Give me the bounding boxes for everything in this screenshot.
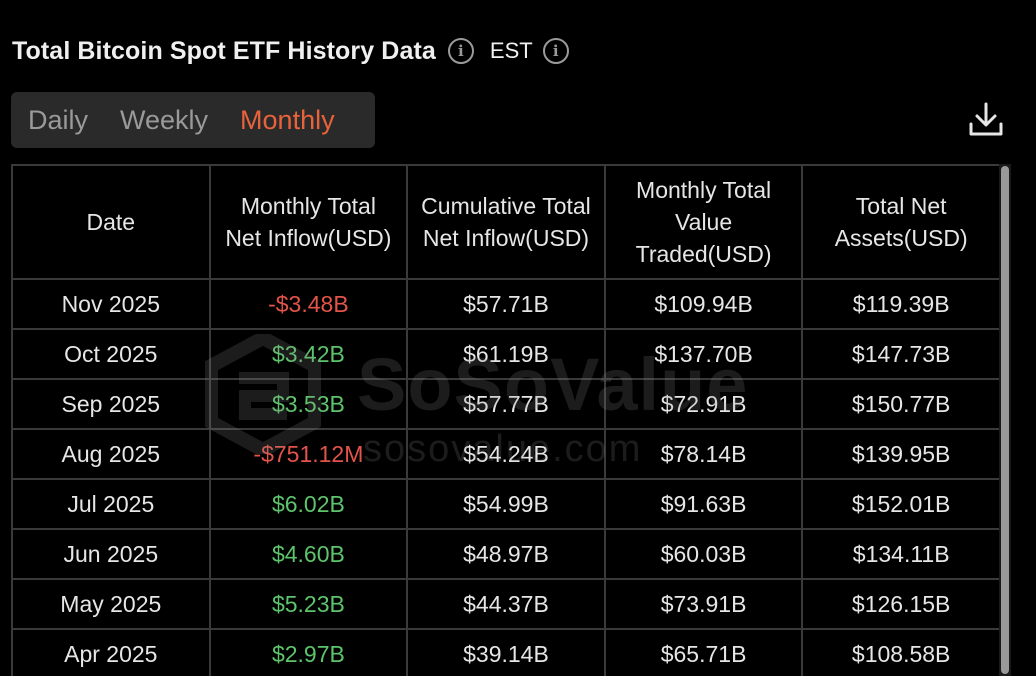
- table-row: Jul 2025 $6.02B $54.99B $91.63B $152.01B: [11, 478, 999, 530]
- column-header-monthly-net-inflow[interactable]: Monthly Total Net Inflow(USD): [208, 164, 409, 280]
- cell-date: Sep 2025: [11, 378, 211, 430]
- cell-date: May 2025: [11, 578, 211, 630]
- cell-net-assets: $150.77B: [801, 378, 999, 430]
- cell-net-assets: $119.39B: [801, 278, 999, 330]
- cell-net-assets: $139.95B: [801, 428, 999, 480]
- cell-net-assets: $147.73B: [801, 328, 999, 380]
- tab-daily[interactable]: Daily: [28, 104, 89, 135]
- period-tabs: Daily Weekly Monthly: [11, 92, 375, 148]
- cell-date: Aug 2025: [11, 428, 211, 480]
- cell-traded: $65.71B: [603, 628, 804, 676]
- table-row: Sep 2025 $3.53B $57.77B $72.91B $150.77B: [11, 378, 999, 430]
- cell-cumulative: $39.14B: [406, 628, 606, 676]
- info-icon[interactable]: i: [447, 38, 474, 64]
- cell-net-assets: $108.58B: [801, 628, 999, 676]
- cell-traded: $137.70B: [603, 328, 804, 380]
- download-icon[interactable]: [966, 100, 1006, 140]
- cell-traded: $60.03B: [603, 528, 804, 580]
- cell-traded: $109.94B: [603, 278, 804, 330]
- cell-traded: $72.91B: [603, 378, 804, 430]
- cell-date: Jul 2025: [11, 478, 211, 530]
- page-title: Total Bitcoin Spot ETF History Data: [12, 36, 436, 65]
- cell-cumulative: $57.77B: [406, 378, 606, 430]
- table-row: Oct 2025 $3.42B $61.19B $137.70B $147.73…: [11, 328, 999, 380]
- cell-net-inflow: $4.60B: [208, 528, 409, 580]
- cell-traded: $91.63B: [603, 478, 804, 530]
- cell-net-inflow: $2.97B: [208, 628, 409, 676]
- cell-net-inflow: -$3.48B: [208, 278, 409, 330]
- cell-net-assets: $134.11B: [801, 528, 999, 580]
- cell-traded: $73.91B: [603, 578, 804, 630]
- table-row: Nov 2025 -$3.48B $57.71B $109.94B $119.3…: [11, 278, 999, 330]
- etf-history-table: Date Monthly Total Net Inflow(USD) Cumul…: [11, 164, 999, 676]
- cell-traded: $78.14B: [603, 428, 804, 480]
- timezone-info-icon[interactable]: i: [542, 38, 569, 64]
- cell-net-inflow: -$751.12M: [208, 428, 409, 480]
- column-header-value-traded[interactable]: Monthly Total Value Traded(USD): [603, 164, 804, 280]
- cell-cumulative: $44.37B: [406, 578, 606, 630]
- cell-net-inflow: $5.23B: [208, 578, 409, 630]
- cell-cumulative: $48.97B: [406, 528, 606, 580]
- cell-net-inflow: $3.42B: [208, 328, 409, 380]
- cell-net-inflow: $3.53B: [208, 378, 409, 430]
- table-row: Apr 2025 $2.97B $39.14B $65.71B $108.58B: [11, 628, 999, 676]
- table-row: Aug 2025 -$751.12M $54.24B $78.14B $139.…: [11, 428, 999, 480]
- column-header-cumulative-net-inflow[interactable]: Cumulative Total Net Inflow(USD): [406, 164, 606, 280]
- cell-cumulative: $54.24B: [406, 428, 606, 480]
- cell-net-inflow: $6.02B: [208, 478, 409, 530]
- tab-monthly[interactable]: Monthly: [240, 104, 335, 135]
- cell-cumulative: $61.19B: [406, 328, 606, 380]
- cell-cumulative: $54.99B: [406, 478, 606, 530]
- cell-date: Jun 2025: [11, 528, 211, 580]
- table-row: May 2025 $5.23B $44.37B $73.91B $126.15B: [11, 578, 999, 630]
- column-header-net-assets[interactable]: Total Net Assets(USD): [801, 164, 999, 280]
- cell-date: Apr 2025: [11, 628, 211, 676]
- scrollbar-thumb[interactable]: [1001, 166, 1009, 674]
- table-header-row: Date Monthly Total Net Inflow(USD) Cumul…: [11, 164, 999, 280]
- etf-history-table-container: Date Monthly Total Net Inflow(USD) Cumul…: [11, 164, 999, 676]
- table-row: Jun 2025 $4.60B $48.97B $60.03B $134.11B: [11, 528, 999, 580]
- cell-date: Oct 2025: [11, 328, 211, 380]
- page-header: Total Bitcoin Spot ETF History Data i ES…: [12, 34, 569, 68]
- cell-net-assets: $126.15B: [801, 578, 999, 630]
- table-scrollbar[interactable]: [999, 164, 1011, 676]
- cell-cumulative: $57.71B: [406, 278, 606, 330]
- cell-date: Nov 2025: [11, 278, 211, 330]
- tab-weekly[interactable]: Weekly: [120, 104, 209, 135]
- column-header-date[interactable]: Date: [11, 164, 211, 280]
- timezone-label: EST: [489, 38, 533, 63]
- cell-net-assets: $152.01B: [801, 478, 999, 530]
